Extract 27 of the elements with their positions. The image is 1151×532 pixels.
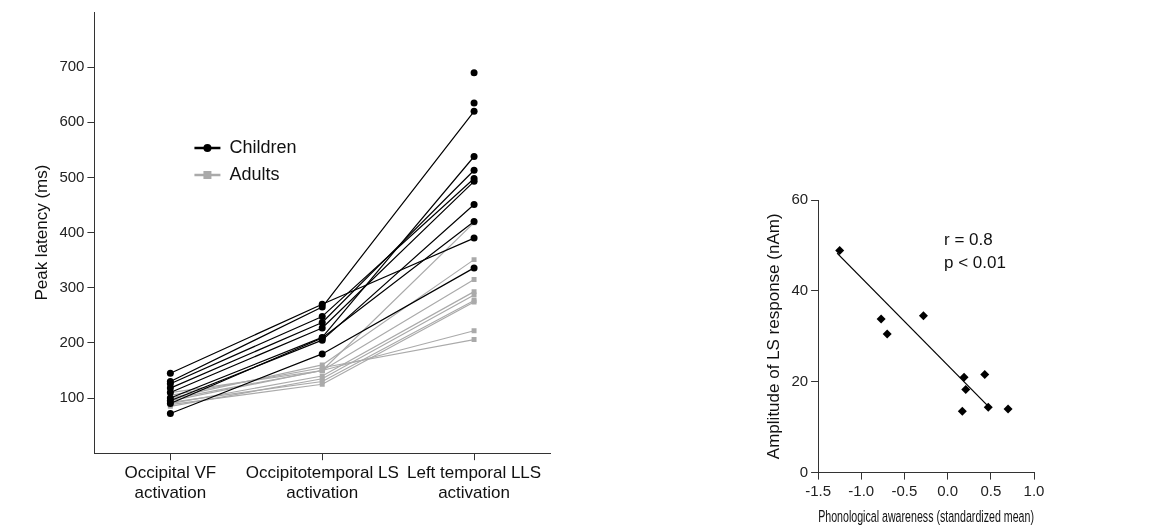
annotation: p < 0.01 bbox=[944, 252, 1006, 272]
x-tick-label: 1.0 bbox=[1023, 481, 1045, 499]
x-tick-label: -1.5 bbox=[805, 481, 832, 499]
y-tick-label: 100 bbox=[59, 388, 85, 406]
y-tick-label: 40 bbox=[791, 281, 809, 299]
y-tick-label: 0 bbox=[799, 462, 809, 480]
y-tick-label: 600 bbox=[59, 112, 85, 130]
y-axis-title: Peak latency (ms) bbox=[31, 164, 51, 301]
x-tick-label: 0.5 bbox=[980, 481, 1002, 499]
y-tick-label: 700 bbox=[59, 57, 85, 75]
y-tick-label: 500 bbox=[59, 167, 85, 185]
x-tick-label: -1.0 bbox=[848, 481, 875, 499]
y-tick-label: 300 bbox=[59, 277, 85, 295]
x-tick-label: 0.0 bbox=[937, 481, 959, 499]
y-tick-label: 400 bbox=[59, 222, 85, 240]
x-tick-label: -0.5 bbox=[891, 481, 918, 499]
y-tick-label: 200 bbox=[59, 333, 85, 351]
y-tick-label: 60 bbox=[791, 190, 809, 208]
x-tick-label: Left temporal LLS activation bbox=[406, 463, 542, 503]
x-tick-label: Occipitotemporal LS activation bbox=[245, 463, 399, 503]
x-tick-label: Occipital VF activation bbox=[124, 463, 217, 503]
y-axis-title: Amplitude of LS response (nAm) bbox=[763, 213, 783, 460]
legend-label: Children bbox=[229, 136, 297, 157]
annotation: r = 0.8 bbox=[944, 229, 993, 249]
x-axis-title: Phonological awareness (standardized mean) bbox=[818, 506, 1034, 527]
y-tick-label: 20 bbox=[791, 371, 809, 389]
legend-label: Adults bbox=[229, 163, 280, 184]
